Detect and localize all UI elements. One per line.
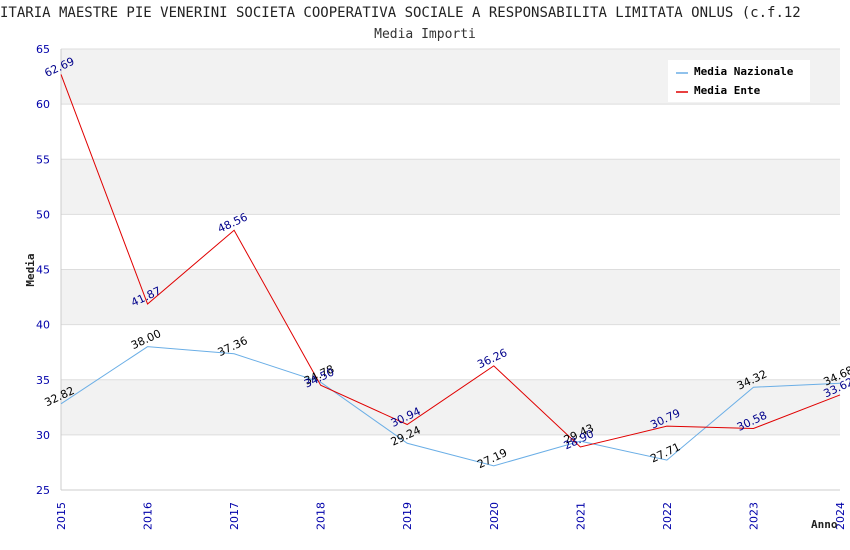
- series-lines: [60, 74, 841, 467]
- y-tick-label: 50: [36, 208, 50, 221]
- grid-band: [61, 324, 840, 380]
- grid-band: [61, 214, 840, 270]
- y-tick-label: 25: [36, 484, 50, 497]
- x-tick-label: 2016: [142, 502, 155, 530]
- legend-box: [668, 60, 810, 102]
- grid-band: [61, 269, 840, 325]
- y-axis-ticks: 25 30 35 40 45 50 55 60 65: [36, 43, 50, 497]
- x-tick-label: 2020: [488, 502, 501, 530]
- x-tick-label: 2021: [574, 502, 587, 530]
- x-axis-label: Anno: [811, 518, 838, 531]
- series-line: [60, 74, 841, 448]
- y-tick-label: 40: [36, 319, 50, 332]
- grid-band: [61, 434, 840, 490]
- chart-title: ITARIA MAESTRE PIE VENERINI SOCIETA COOP…: [0, 5, 801, 21]
- x-tick-label: 2024: [834, 502, 847, 530]
- x-tick-label: 2018: [315, 502, 328, 530]
- y-tick-label: 45: [36, 264, 50, 277]
- y-tick-label: 35: [36, 374, 50, 387]
- grid-band: [61, 159, 840, 215]
- series-line: [60, 346, 841, 467]
- y-tick-label: 60: [36, 98, 50, 111]
- grid-band: [61, 379, 840, 435]
- grid-bands: [60, 48, 840, 491]
- x-tick-label: 2022: [661, 502, 674, 530]
- x-tick-label: 2017: [228, 502, 241, 530]
- y-tick-label: 65: [36, 43, 50, 56]
- legend-label-nazionale: Media Nazionale: [694, 65, 794, 78]
- x-tick-label: 2015: [55, 502, 68, 530]
- legend-label-ente: Media Ente: [694, 84, 761, 97]
- grid-band: [61, 104, 840, 160]
- y-axis-label: Media: [24, 253, 37, 286]
- y-tick-label: 30: [36, 429, 50, 442]
- x-tick-label: 2019: [401, 502, 414, 530]
- y-tick-label: 55: [36, 153, 50, 166]
- legend: Media Nazionale Media Ente: [668, 60, 810, 102]
- x-tick-label: 2023: [747, 502, 760, 530]
- chart-subtitle: Media Importi: [374, 27, 476, 42]
- x-axis-ticks: 2015 2016 2017 2018 2019 2020 2021 2022 2023 2024: [55, 502, 847, 530]
